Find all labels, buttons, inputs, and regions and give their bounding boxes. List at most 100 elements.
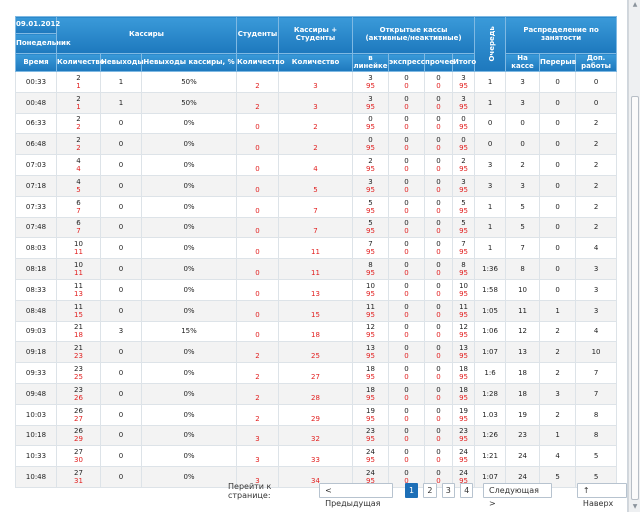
express-registers-secondary: 0: [404, 185, 409, 194]
line-registers-secondary: 95: [366, 289, 375, 298]
line-registers-secondary: 95: [366, 435, 375, 444]
table-row: 00:48 2 1 1 50% 2 3 3 95 0 0 0 0 3 95 1 3 0 0: [15, 91, 618, 114]
time-value: 00:33: [25, 77, 47, 86]
express-registers-secondary: 0: [404, 456, 409, 465]
absent-value: 0: [118, 410, 124, 419]
other-registers-secondary: 0: [436, 165, 441, 174]
cashiers-absent-pct-cell: 0%: [141, 133, 237, 156]
open-line-cell: 18 95: [352, 382, 389, 405]
open-registers-subtitle: (активные/неактивные): [365, 34, 462, 42]
dist-extra-cell: 2: [575, 174, 618, 197]
cashiers-students-value: 7: [313, 227, 318, 236]
cashiers-absent-pct-cell: 0%: [141, 258, 237, 280]
absent-value: 3: [118, 327, 124, 336]
absent-value: 0: [118, 181, 124, 190]
vertical-scrollbar[interactable]: ▲ ▼: [628, 0, 640, 512]
queue-cell: 1:26: [474, 424, 507, 447]
dist-break-cell: 0: [539, 91, 577, 114]
other-registers-primary: 0: [436, 240, 441, 249]
time-value: 09:18: [25, 348, 47, 357]
scroll-up-arrow-icon[interactable]: ▲: [632, 1, 638, 8]
cashiers-students-value: 3: [313, 102, 318, 111]
queue-cell: 1:6: [474, 362, 507, 384]
cashiers-absent-cell: 0: [100, 133, 142, 156]
cashiers-absent-pct-cell: 0%: [141, 112, 237, 135]
queue-cell: 1: [474, 195, 507, 218]
other-registers-secondary: 0: [436, 310, 441, 319]
extra-value: 4: [593, 327, 599, 336]
page-1-button[interactable]: 1: [404, 483, 419, 498]
dist-break-cell: 0: [539, 154, 577, 176]
other-registers-primary: 0: [436, 198, 441, 207]
register-value: 3: [520, 98, 525, 107]
absent-value: 0: [118, 202, 124, 211]
cashiers-absent-cell: 0: [100, 174, 142, 197]
report-table-wrap: 09.01.2012 Кассиры Студенты Кассиры + Ст…: [15, 16, 618, 488]
express-registers-primary: 0: [404, 198, 409, 207]
break-value: 0: [555, 244, 560, 253]
prev-page-button[interactable]: < Предыдущая: [319, 483, 394, 508]
cashiers-students-value: 7: [313, 206, 318, 215]
express-registers-primary: 0: [404, 281, 409, 290]
table-row: 06:48 2 2 0 0% 0 2 0 95 0 0 0 0 0 95 0 0 0 2: [15, 133, 618, 156]
extra-value: 3: [593, 306, 599, 315]
other-registers-primary: 0: [436, 427, 441, 436]
time-cell: 00:48: [15, 91, 57, 114]
queue-value: 3: [487, 161, 493, 170]
students-qty-cell: 0: [236, 278, 279, 301]
open-total-cell: 24 95: [451, 466, 476, 488]
scrollbar-thumb[interactable]: [631, 96, 639, 500]
cashiers-qty-primary: 27: [74, 469, 83, 478]
cashiers-absent-pct-cell: 50%: [141, 91, 237, 114]
absent-pct-value: 0%: [183, 431, 195, 440]
total-registers-secondary: 95: [459, 414, 468, 423]
cashiers-students-cell: 5: [278, 174, 353, 197]
page-3-button[interactable]: 3: [441, 483, 456, 498]
open-total-cell: 3 95: [451, 71, 476, 93]
line-registers-primary: 7: [368, 240, 373, 249]
express-registers-primary: 0: [404, 302, 409, 311]
cashiers-qty-cell: 27 31: [56, 466, 101, 488]
cashiers-absent-cell: 0: [100, 362, 142, 384]
cashiers-students-cell: 2: [278, 133, 353, 156]
cashiers-students-group-header: Кассиры + Студенты: [278, 16, 353, 54]
line-registers-secondary: 95: [366, 144, 375, 153]
cashiers-students-value: 34: [311, 477, 320, 486]
open-total-cell: 24 95: [451, 445, 476, 468]
cashiers-students-value: 28: [311, 393, 320, 402]
time-cell: 07:03: [15, 154, 57, 176]
absent-value: 1: [118, 98, 124, 107]
break-value: 2: [555, 327, 560, 336]
scroll-down-arrow-icon[interactable]: ▼: [632, 503, 638, 510]
cashiers-absent-header: Невыходы: [100, 53, 144, 72]
page-2-button[interactable]: 2: [423, 483, 437, 498]
cashiers-students-cell: 25: [278, 341, 353, 364]
next-page-button[interactable]: Следующая >: [483, 483, 552, 508]
dist-extra-cell: 8: [575, 403, 618, 426]
cashiers-students-cell: 34: [278, 466, 353, 488]
other-registers-primary: 0: [436, 94, 441, 103]
back-to-top-button[interactable]: ↑ Наверх: [576, 483, 628, 508]
page-4-button[interactable]: 4: [459, 483, 474, 498]
other-registers-primary: 0: [436, 73, 441, 82]
break-value: 0: [555, 202, 560, 211]
cashiers-qty-cell: 26 29: [56, 424, 101, 447]
express-registers-primary: 0: [404, 240, 409, 249]
line-registers-primary: 24: [366, 448, 375, 457]
queue-value: 0: [487, 140, 493, 149]
cashiers-absent-cell: 0: [100, 154, 142, 176]
extra-value: 0: [593, 77, 599, 86]
queue-value: 1: [487, 98, 493, 107]
other-registers-secondary: 0: [436, 123, 441, 132]
total-registers-secondary: 95: [459, 248, 468, 257]
total-registers-primary: 11: [459, 302, 468, 311]
other-registers-primary: 0: [436, 136, 441, 145]
cashiers-qty-cell: 21 18: [56, 320, 101, 343]
express-registers-secondary: 0: [404, 206, 409, 215]
